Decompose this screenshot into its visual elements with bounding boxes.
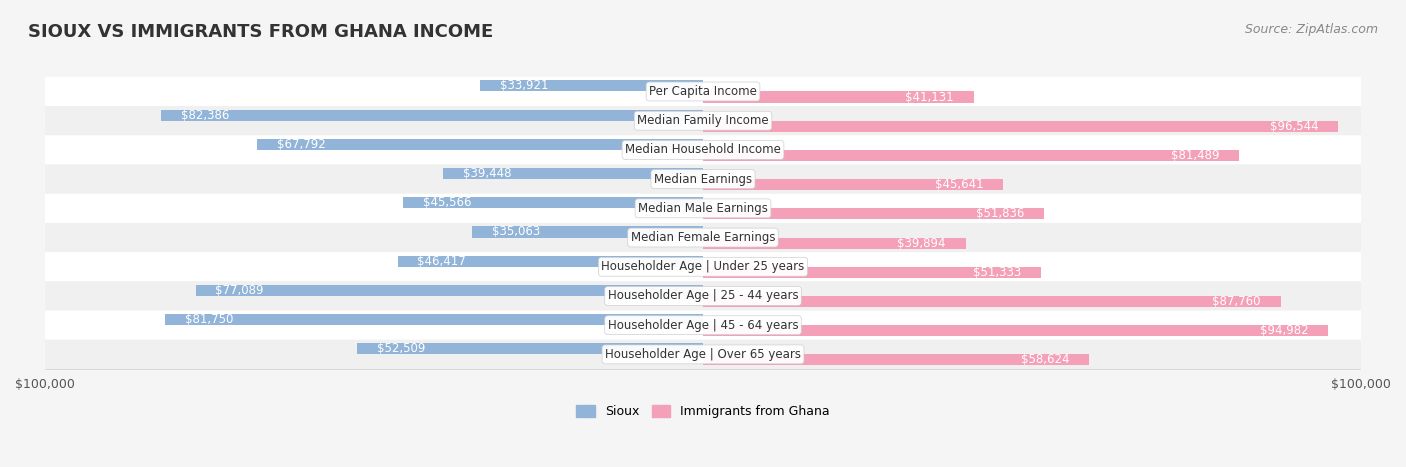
FancyBboxPatch shape: [45, 281, 1361, 311]
FancyBboxPatch shape: [45, 340, 1361, 369]
FancyBboxPatch shape: [45, 135, 1361, 164]
Text: $41,131: $41,131: [905, 91, 953, 104]
Bar: [479, 80, 703, 92]
Bar: [703, 325, 1329, 336]
Bar: [357, 343, 703, 354]
Text: $96,544: $96,544: [1270, 120, 1319, 133]
Bar: [703, 354, 1088, 366]
Text: $45,566: $45,566: [423, 196, 471, 209]
Text: Householder Age | 45 - 64 years: Householder Age | 45 - 64 years: [607, 318, 799, 332]
Bar: [443, 168, 703, 179]
Text: $39,894: $39,894: [897, 237, 946, 249]
Bar: [703, 120, 1339, 132]
Text: $81,489: $81,489: [1171, 149, 1219, 162]
Text: Median Household Income: Median Household Income: [626, 143, 780, 156]
Text: $67,792: $67,792: [277, 138, 325, 151]
FancyBboxPatch shape: [45, 223, 1361, 252]
Text: $45,641: $45,641: [935, 178, 984, 191]
Bar: [703, 267, 1040, 278]
Bar: [160, 110, 703, 120]
Text: Median Earnings: Median Earnings: [654, 173, 752, 185]
Text: Median Family Income: Median Family Income: [637, 114, 769, 127]
Text: $94,982: $94,982: [1260, 324, 1309, 337]
Text: Source: ZipAtlas.com: Source: ZipAtlas.com: [1244, 23, 1378, 36]
FancyBboxPatch shape: [45, 77, 1361, 106]
Bar: [195, 285, 703, 296]
Text: $33,921: $33,921: [499, 79, 548, 92]
Bar: [404, 197, 703, 208]
Text: SIOUX VS IMMIGRANTS FROM GHANA INCOME: SIOUX VS IMMIGRANTS FROM GHANA INCOME: [28, 23, 494, 42]
Text: Per Capita Income: Per Capita Income: [650, 85, 756, 98]
Bar: [703, 296, 1281, 307]
Text: Householder Age | Under 25 years: Householder Age | Under 25 years: [602, 260, 804, 273]
Text: Median Female Earnings: Median Female Earnings: [631, 231, 775, 244]
Text: $52,509: $52,509: [377, 342, 426, 355]
Bar: [398, 255, 703, 267]
Text: $51,333: $51,333: [973, 266, 1021, 279]
Bar: [703, 238, 966, 248]
Text: Householder Age | 25 - 44 years: Householder Age | 25 - 44 years: [607, 290, 799, 303]
Text: $81,750: $81,750: [184, 313, 233, 326]
Text: $82,386: $82,386: [180, 109, 229, 121]
FancyBboxPatch shape: [45, 164, 1361, 194]
Text: Median Male Earnings: Median Male Earnings: [638, 202, 768, 215]
Bar: [165, 314, 703, 325]
FancyBboxPatch shape: [45, 194, 1361, 223]
FancyBboxPatch shape: [45, 311, 1361, 340]
Bar: [703, 179, 1004, 190]
Text: $46,417: $46,417: [418, 255, 465, 268]
Text: $77,089: $77,089: [215, 284, 264, 297]
Text: $35,063: $35,063: [492, 226, 540, 239]
Bar: [703, 150, 1239, 161]
Bar: [472, 226, 703, 238]
Bar: [703, 92, 974, 103]
Text: $51,836: $51,836: [976, 207, 1025, 220]
Bar: [703, 208, 1045, 219]
Bar: [257, 139, 703, 150]
Text: $39,448: $39,448: [463, 167, 512, 180]
Legend: Sioux, Immigrants from Ghana: Sioux, Immigrants from Ghana: [571, 400, 835, 423]
FancyBboxPatch shape: [45, 106, 1361, 135]
Text: $87,760: $87,760: [1212, 295, 1261, 308]
Text: Householder Age | Over 65 years: Householder Age | Over 65 years: [605, 348, 801, 361]
FancyBboxPatch shape: [45, 252, 1361, 281]
Text: $58,624: $58,624: [1021, 354, 1069, 367]
